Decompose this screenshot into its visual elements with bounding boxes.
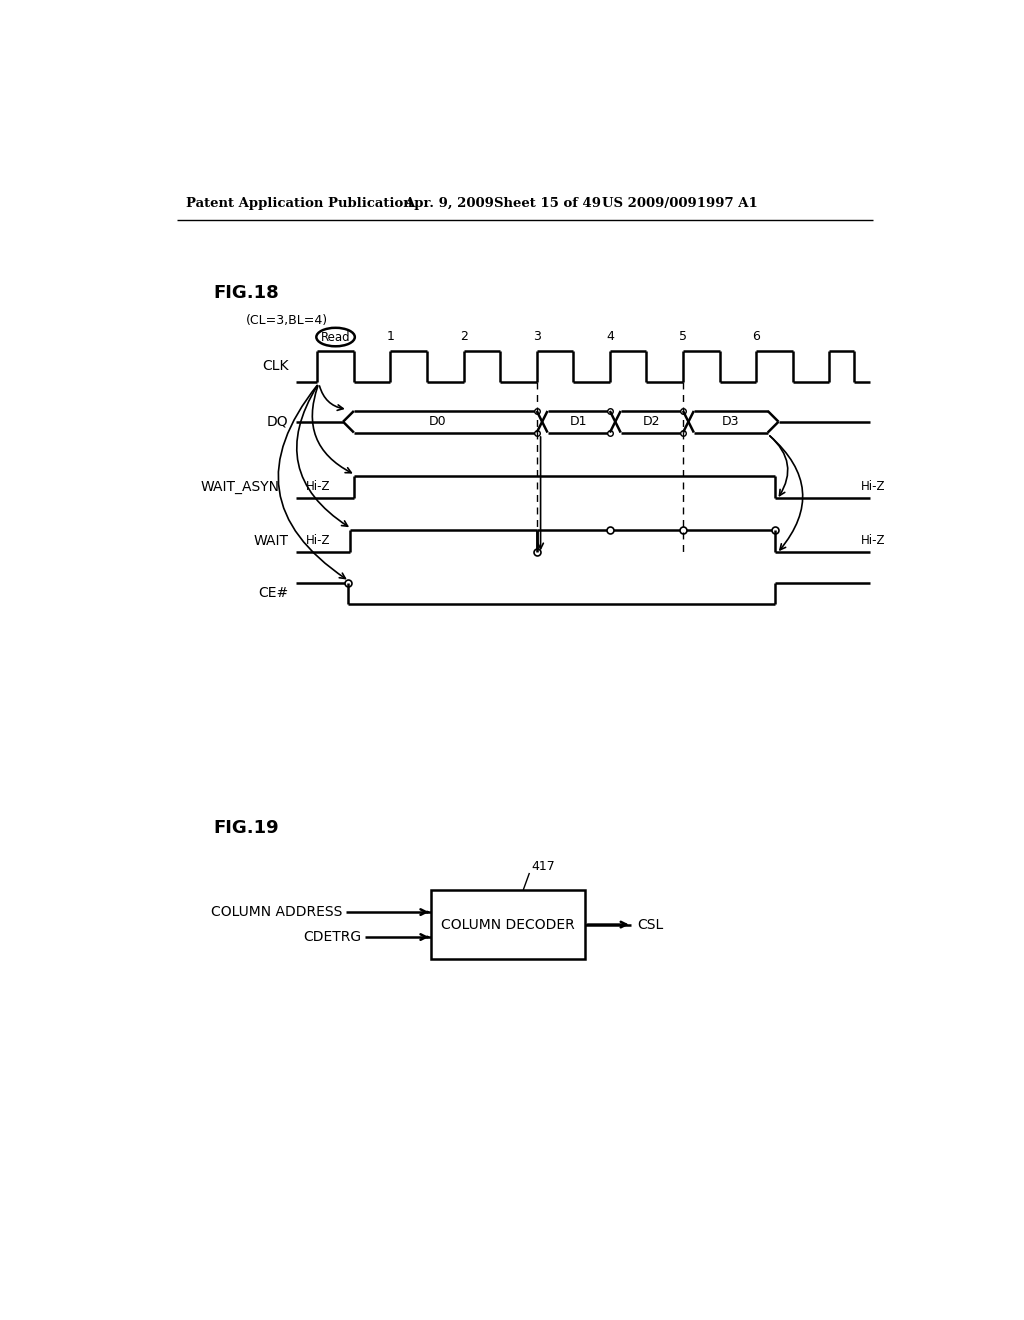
Text: Read: Read: [321, 330, 350, 343]
Text: COLUMN ADDRESS: COLUMN ADDRESS: [211, 906, 342, 919]
Text: 5: 5: [679, 330, 687, 343]
Text: Hi-Z: Hi-Z: [860, 480, 885, 494]
Text: 2: 2: [460, 330, 468, 343]
Text: WAIT: WAIT: [253, 535, 289, 548]
Text: CLK: CLK: [262, 359, 289, 374]
Text: US 2009/0091997 A1: US 2009/0091997 A1: [602, 197, 758, 210]
Text: D0: D0: [429, 416, 446, 428]
Text: 1: 1: [386, 330, 394, 343]
Text: (CL=3,BL=4): (CL=3,BL=4): [246, 314, 328, 326]
Text: 3: 3: [532, 330, 541, 343]
Text: FIG.19: FIG.19: [214, 820, 280, 837]
Text: DQ: DQ: [267, 414, 289, 429]
Text: D2: D2: [643, 416, 660, 428]
Text: Patent Application Publication: Patent Application Publication: [186, 197, 413, 210]
Text: COLUMN DECODER: COLUMN DECODER: [441, 917, 574, 932]
Text: 6: 6: [753, 330, 760, 343]
Ellipse shape: [316, 327, 355, 346]
Text: 4: 4: [606, 330, 613, 343]
Text: 417: 417: [531, 859, 555, 873]
Text: CE#: CE#: [258, 586, 289, 601]
Text: Hi-Z: Hi-Z: [306, 480, 331, 494]
Text: Hi-Z: Hi-Z: [860, 535, 885, 548]
Text: FIG.18: FIG.18: [214, 284, 280, 302]
Text: D3: D3: [722, 416, 739, 428]
Text: Sheet 15 of 49: Sheet 15 of 49: [494, 197, 601, 210]
Bar: [431, 890, 585, 960]
Text: Apr. 9, 2009: Apr. 9, 2009: [403, 197, 494, 210]
Text: CSL: CSL: [637, 917, 664, 932]
Text: Hi-Z: Hi-Z: [306, 535, 331, 548]
Text: CDETRG: CDETRG: [303, 931, 361, 944]
Text: D1: D1: [570, 416, 588, 428]
Text: WAIT_ASYN: WAIT_ASYN: [200, 480, 280, 494]
